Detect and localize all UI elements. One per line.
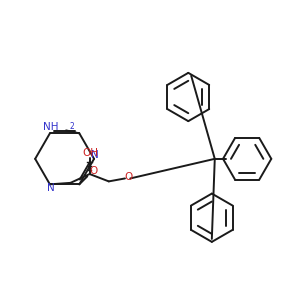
Text: N: N — [46, 183, 54, 193]
Text: O: O — [124, 172, 133, 182]
Text: 2: 2 — [70, 122, 74, 131]
Text: N: N — [91, 150, 98, 160]
Text: OH: OH — [82, 148, 98, 158]
Text: O: O — [89, 166, 97, 176]
Text: NH: NH — [43, 122, 59, 132]
